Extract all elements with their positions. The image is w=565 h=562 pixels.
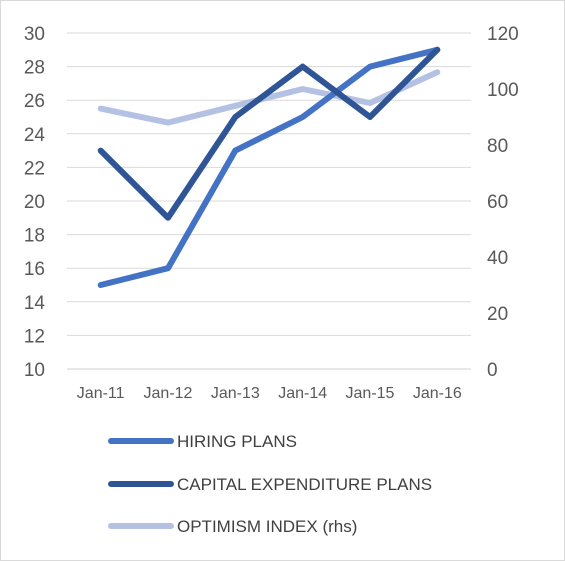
x-tick-label: Jan-14 — [278, 385, 327, 402]
x-tick-label: Jan-16 — [413, 385, 462, 402]
left-y-tick-label: 18 — [24, 226, 45, 247]
left-y-tick-label: 28 — [24, 58, 45, 79]
right-y-tick-label: 20 — [487, 304, 508, 325]
right-y-tick-label: 80 — [487, 136, 508, 157]
left-y-tick-label: 30 — [24, 24, 45, 45]
right-y-tick-label: 40 — [487, 248, 508, 269]
left-y-tick-label: 22 — [24, 158, 45, 179]
left-y-tick-label: 26 — [24, 91, 45, 112]
legend-label: HIRING PLANS — [177, 432, 297, 451]
series-line-2 — [97, 69, 441, 126]
x-tick-label: Jan-15 — [346, 385, 395, 402]
series-line-0 — [97, 46, 441, 288]
legend-label: CAPITAL EXPENDITURE PLANS — [177, 475, 432, 494]
series-line-1 — [97, 46, 441, 221]
x-tick-label: Jan-13 — [211, 385, 260, 402]
right-y-tick-label: 60 — [487, 192, 508, 213]
series-lines — [97, 46, 441, 288]
left-y-tick-label: 10 — [24, 360, 45, 381]
right-y-tick-label: 0 — [487, 360, 498, 381]
x-tick-label: Jan-11 — [77, 385, 125, 402]
x-axis: Jan-11 Jan-12 Jan-13 Jan-14 Jan-15 Jan-16 — [77, 385, 462, 402]
left-y-axis: 10 12 14 16 18 20 22 24 26 28 30 — [24, 24, 46, 381]
left-y-tick-label: 12 — [24, 326, 45, 347]
right-y-tick-label: 100 — [487, 80, 519, 101]
left-y-tick-label: 14 — [24, 293, 46, 314]
left-y-tick-label: 24 — [24, 125, 46, 146]
legend-label: OPTIMISM INDEX (rhs) — [177, 517, 357, 536]
left-y-tick-label: 20 — [24, 192, 45, 213]
right-y-tick-label: 120 — [487, 24, 519, 45]
left-y-tick-label: 16 — [24, 259, 45, 280]
legend: HIRING PLANS CAPITAL EXPENDITURE PLANS OPT… — [108, 432, 432, 536]
x-tick-label: Jan-12 — [144, 385, 193, 402]
right-y-axis: 0 20 40 60 80 100 120 — [487, 24, 519, 381]
